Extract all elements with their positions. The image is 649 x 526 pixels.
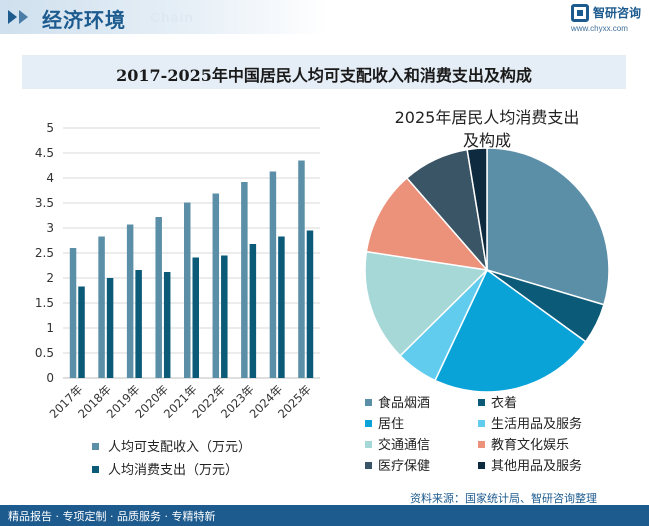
expense-bar <box>221 255 228 378</box>
brand-logo-icon <box>571 4 589 22</box>
pie-slice <box>486 147 610 306</box>
legend-label: 衣着 <box>491 395 517 411</box>
pie-slice <box>364 250 489 357</box>
legend-label: 教育文化娱乐 <box>491 437 569 453</box>
section-subtitle: Chain <box>150 9 194 25</box>
legend-swatch <box>478 441 485 448</box>
header: 经济环境 Chain 智研咨询 www.chyxx.com <box>0 0 649 34</box>
y-tick-label: 0 <box>46 371 54 385</box>
income-bar <box>98 236 105 378</box>
legend-label: 人均可支配收入（万元） <box>108 440 251 455</box>
legend-swatch <box>478 462 485 469</box>
legend-swatch <box>478 399 485 406</box>
legend-swatch <box>478 420 485 427</box>
brand-url: www.chyxx.com <box>571 24 628 33</box>
legend-swatch <box>365 420 372 427</box>
income-bar <box>241 182 248 378</box>
legend-label: 人均消费支出（万元） <box>108 463 238 478</box>
y-tick-label: 1.5 <box>35 296 54 310</box>
y-tick-label: 3.5 <box>35 196 54 210</box>
pie-title-line2: 及构成 <box>463 131 511 150</box>
expense-bar <box>192 257 199 378</box>
brand-name: 智研咨询 <box>593 6 642 20</box>
income-bar <box>298 160 305 378</box>
legend-swatch <box>92 466 99 473</box>
expense-bar <box>163 272 171 378</box>
legend-swatch <box>365 399 372 406</box>
income-bar <box>155 217 162 378</box>
pie-slice <box>365 176 489 272</box>
data-source: 资料来源：国家统计局、智研咨询整理 <box>410 492 597 505</box>
chevron-right-icon <box>19 10 28 24</box>
y-tick-label: 2 <box>46 271 54 285</box>
income-bar <box>212 193 220 378</box>
y-tick-label: 4.5 <box>35 146 54 160</box>
y-tick-label: 5 <box>46 121 54 135</box>
legend-label: 交通通信 <box>378 437 430 453</box>
expense-bar <box>135 270 142 378</box>
y-tick-label: 2.5 <box>35 246 54 260</box>
income-bar <box>269 171 277 378</box>
pie-title: 2025年居民人均消费支出 <box>395 108 580 127</box>
expense-bar <box>106 278 114 378</box>
expense-bar <box>278 236 285 378</box>
bar-chart: 00.511.522.533.544.552017年2018年2019年2020… <box>35 121 320 478</box>
chart-title-bar: 2017-2025年中国居民人均可支配收入和消费支出及构成 <box>22 55 626 89</box>
legend-label: 医疗保健 <box>378 459 430 474</box>
expense-bar <box>249 244 257 378</box>
y-tick-label: 0.5 <box>35 346 54 360</box>
legend-swatch <box>365 462 372 469</box>
legend-swatch <box>365 441 372 448</box>
legend-swatch <box>92 443 99 450</box>
y-tick-label: 3 <box>46 221 54 235</box>
expense-bar <box>306 230 314 378</box>
chart-main-title: 2017-2025年中国居民人均可支配收入和消费支出及构成 <box>116 66 532 85</box>
y-tick-label: 4 <box>46 171 54 185</box>
income-bar <box>184 202 191 378</box>
legend-label: 居住 <box>378 417 404 432</box>
footer: 精品报告 · 专项定制 · 品质服务 · 专精特新 <box>0 505 649 526</box>
legend-label: 生活用品及服务 <box>491 416 582 432</box>
income-bar <box>69 248 77 378</box>
legend-label: 其他用品及服务 <box>491 458 582 474</box>
footer-slogan: 精品报告 · 专项定制 · 品质服务 · 专精特新 <box>8 510 216 523</box>
section-title: 经济环境 <box>42 8 126 32</box>
chevron-right-icon <box>8 10 17 24</box>
header-band <box>0 0 330 34</box>
legend-label: 食品烟酒 <box>378 395 430 411</box>
income-bar <box>126 224 134 378</box>
expense-bar <box>78 286 85 378</box>
pie-slice <box>466 147 488 271</box>
y-tick-label: 1 <box>46 321 54 335</box>
